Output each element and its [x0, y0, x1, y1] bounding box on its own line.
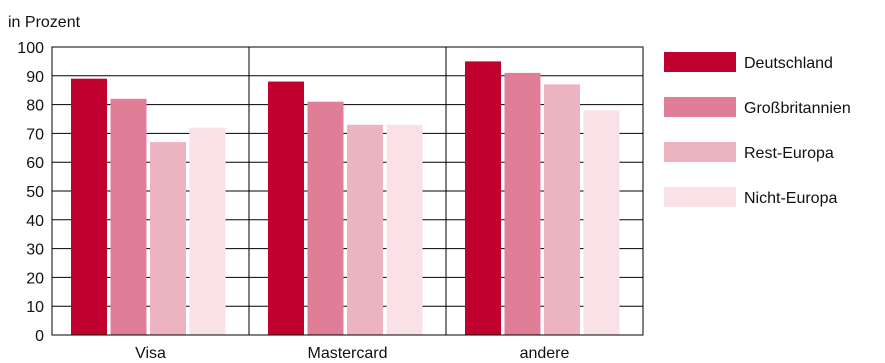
bar	[189, 127, 226, 335]
legend: Deutschland Großbritannien Rest-Europa Nich…	[664, 52, 851, 207]
plot-frame	[51, 46, 644, 336]
plot-border	[51, 46, 644, 336]
legend-label: Nicht-Europa	[744, 190, 837, 207]
bar	[583, 110, 620, 335]
bar	[504, 72, 541, 336]
bar	[544, 84, 580, 335]
bar	[465, 61, 501, 336]
y-tick-label: 70	[26, 126, 44, 143]
y-tick-label: 90	[26, 69, 44, 86]
legend-label: Deutschland	[744, 55, 833, 72]
bar	[307, 101, 344, 335]
legend-swatch	[664, 187, 736, 207]
legend-swatch	[664, 142, 736, 162]
bar	[347, 124, 383, 335]
y-tick-label: 0	[35, 328, 44, 345]
x-tick-label: Visa	[135, 345, 166, 362]
bar	[150, 142, 186, 335]
x-tick-labels: Visa Mastercard andere	[135, 345, 569, 362]
bar	[268, 81, 304, 335]
legend-swatch	[664, 97, 736, 117]
y-tick-label: 50	[26, 184, 44, 201]
legend-label: Rest-Europa	[744, 145, 834, 162]
legend-label: Großbritannien	[744, 100, 851, 117]
y-tick-label: 30	[26, 242, 44, 259]
legend-swatch	[664, 52, 736, 72]
y-tick-labels: 0 10 20 30 40 50 60 70 80 90 100	[17, 40, 44, 345]
bars	[71, 61, 620, 336]
bar	[110, 98, 147, 335]
y-tick-label: 20	[26, 270, 44, 287]
y-tick-label: 100	[17, 40, 44, 57]
y-axis-label: in Prozent	[8, 14, 81, 31]
y-tick-label: 40	[26, 213, 44, 230]
x-tick-label: Mastercard	[307, 345, 387, 362]
x-tick-label: andere	[520, 345, 570, 362]
bar	[386, 124, 423, 335]
y-tick-label: 10	[26, 299, 44, 316]
y-tick-label: 60	[26, 155, 44, 172]
y-tick-label: 80	[26, 98, 44, 115]
bar	[71, 78, 107, 336]
